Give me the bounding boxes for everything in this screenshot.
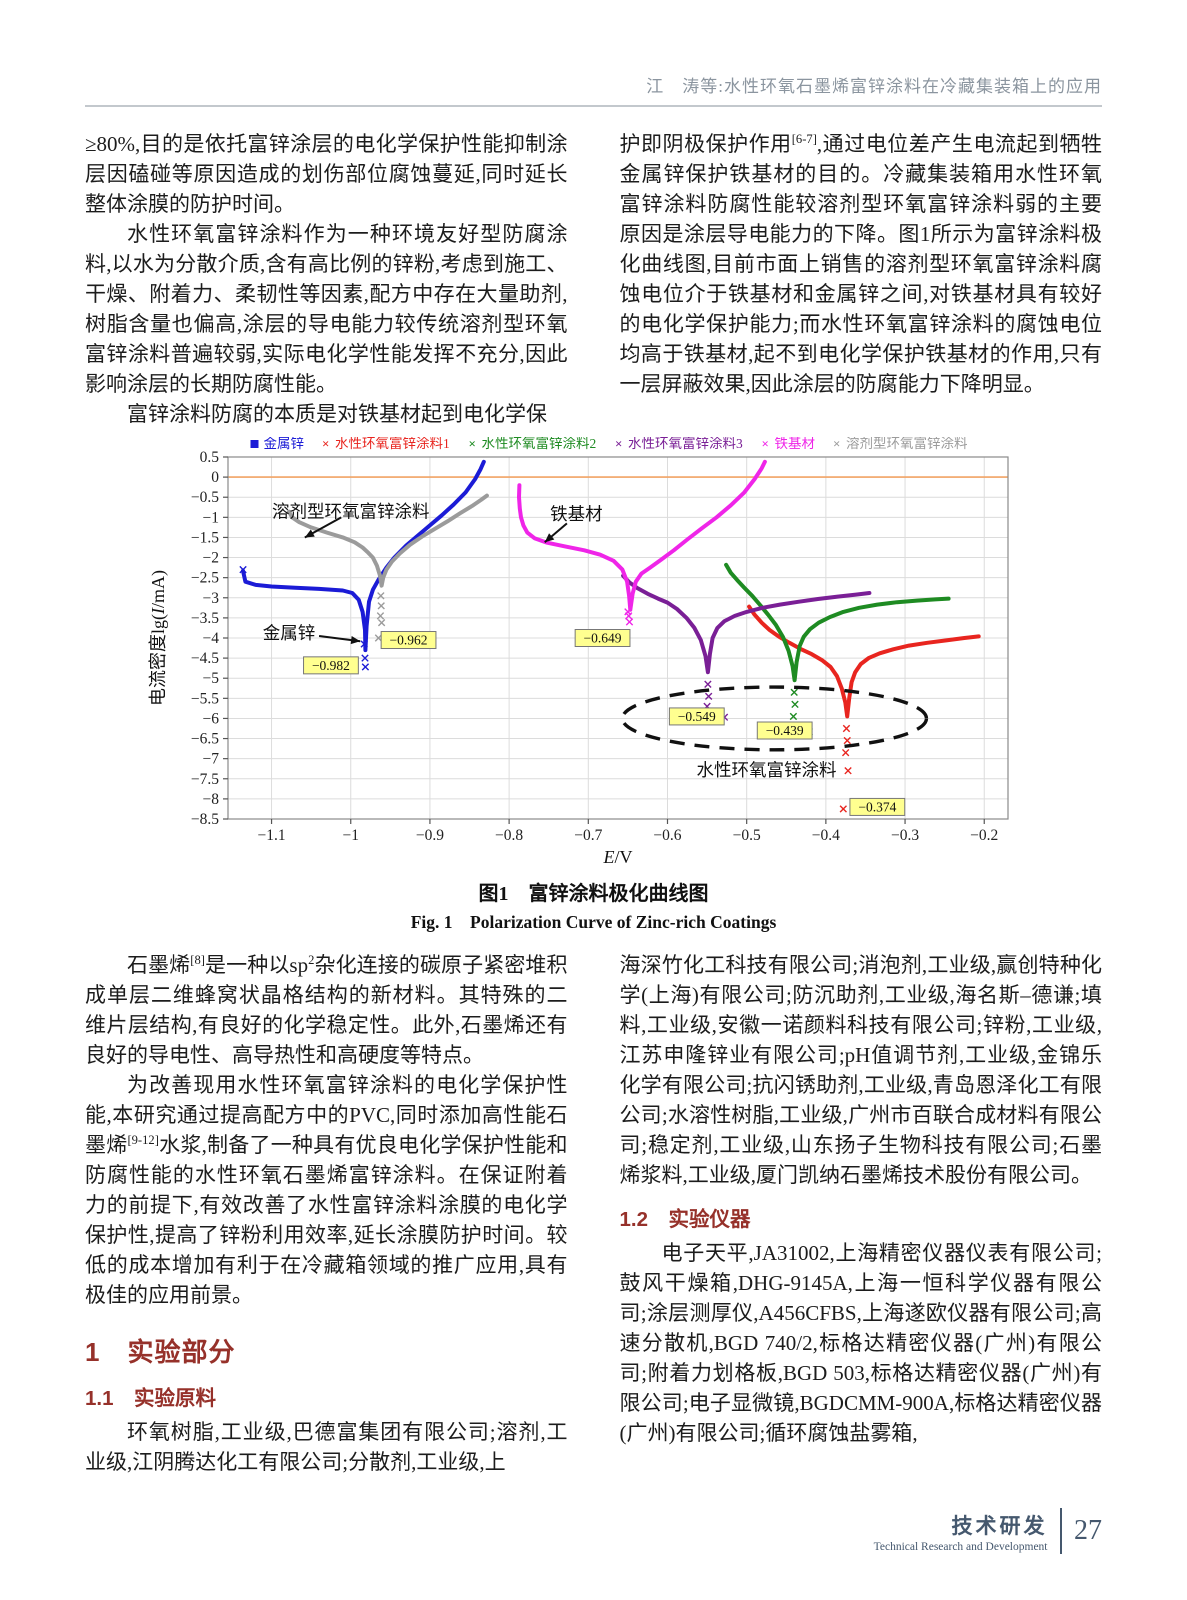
footer-divider — [1059, 1508, 1062, 1554]
svg-text:×: × — [322, 437, 329, 451]
svg-text:−0.549: −0.549 — [677, 708, 715, 723]
series-2 — [746, 604, 981, 813]
svg-text:−8.5: −8.5 — [190, 811, 218, 828]
svg-text:溶剂型环氧富锌涂料: 溶剂型环氧富锌涂料 — [846, 437, 968, 451]
svg-text:−4: −4 — [202, 630, 219, 647]
running-header: 江 涛等:水性环氧石墨烯富锌涂料在冷藏集装箱上的应用 — [85, 72, 1102, 97]
svg-text:−2.5: −2.5 — [190, 569, 218, 586]
footer-section-en: Technical Research and Development — [873, 1540, 1048, 1553]
footer-section-zh: 技术研发 — [951, 1514, 1048, 1538]
body-section: 石墨烯[8]是一种以sp2杂化连接的碳原子紧密堆积成单层二维蜂窝状晶格结构的新材… — [85, 950, 1102, 1477]
figure-caption-zh: 图1 富锌涂料极化曲线图 — [478, 882, 709, 905]
svg-text:−0.374: −0.374 — [858, 799, 896, 814]
svg-text:−7: −7 — [202, 750, 219, 767]
svg-text:−0.3: −0.3 — [890, 827, 918, 844]
paragraph: 富锌涂料防腐的本质是对铁基材起到电化学保 — [127, 401, 547, 426]
page-footer: 技术研发 Technical Research and Development … — [85, 1508, 1102, 1554]
intro-left-column: ≥80%,目的是依托富锌涂层的电化学保护性能抑制涂层因磕碰等原因造成的划伤部位腐… — [85, 129, 568, 429]
svg-text:−1: −1 — [342, 827, 359, 844]
intro-right-column: 护即阴极保护作用[6-7],通过电位差产生电流起到牺牲金属锌保护铁基材的目的。冷… — [620, 129, 1103, 429]
svg-text:−0.8: −0.8 — [495, 827, 523, 844]
svg-text:水性环氧富锌涂料1: 水性环氧富锌涂料1 — [335, 437, 450, 451]
running-title: 江 涛等:水性环氧石墨烯富锌涂料在冷藏集装箱上的应用 — [646, 77, 1102, 96]
x-axis-label: E/V — [602, 847, 632, 867]
svg-text:−0.7: −0.7 — [574, 827, 602, 844]
paragraph: 环氧树脂,工业级,巴德富集团有限公司;溶剂,工业级,江阴腾达化工有限公司;分散剂… — [85, 1419, 568, 1474]
svg-text:−2: −2 — [202, 549, 219, 566]
series-5 — [516, 459, 767, 626]
axis-ticks: −1.1 −1 −0.9 −0.8 −0.7 −0.6 −0.5 −0.4 −0.3 −0.2 0.… — [190, 449, 997, 844]
section-heading: 1 实验部分 — [85, 1336, 236, 1367]
paragraph: 海深竹化工科技有限公司;消泡剂,工业级,赢创特种化学(上海)有限公司;防沉助剂,… — [619, 952, 1103, 1187]
svg-text:−1: −1 — [202, 509, 219, 526]
paragraph: 电子天平,JA31002,上海精密仪器仪表有限公司;鼓风干燥箱,DHG-9145… — [619, 1240, 1103, 1445]
svg-text:金属锌: 金属锌 — [263, 437, 304, 451]
intro-section: ≥80%,目的是依托富锌涂层的电化学保护性能抑制涂层因磕碰等原因造成的划伤部位腐… — [85, 129, 1102, 429]
body-left-column: 石墨烯[8]是一种以sp2杂化连接的碳原子紧密堆积成单层二维蜂窝状晶格结构的新材… — [85, 950, 568, 1477]
paragraph: 护即阴极保护作用[6-7],通过电位差产生电流起到牺牲金属锌保护铁基材的目的。冷… — [619, 131, 1103, 396]
svg-text:−7.5: −7.5 — [190, 770, 218, 787]
callout-labels: −0.982 −0.962 −0.649 −0.549 −0.439 −0.374 — [302, 628, 905, 816]
svg-text:水性环氧富锌涂料: 水性环氧富锌涂料 — [696, 759, 836, 779]
subsection-heading: 1.2 实验仪器 — [619, 1207, 751, 1231]
svg-text:−0.4: −0.4 — [811, 827, 839, 844]
svg-text:−0.9: −0.9 — [415, 827, 443, 844]
body-right-column: 海深竹化工科技有限公司;消泡剂,工业级,赢创特种化学(上海)有限公司;防沉助剂,… — [620, 950, 1103, 1477]
svg-text:金属锌: 金属锌 — [262, 622, 315, 642]
svg-text:−0.5: −0.5 — [190, 489, 218, 506]
svg-text:−0.962: −0.962 — [389, 632, 427, 647]
svg-text:−0.982: −0.982 — [311, 657, 349, 672]
figure-1: −1.1 −1 −0.9 −0.8 −0.7 −0.6 −0.5 −0.4 −0.3 −0.2 0.… — [85, 437, 1102, 934]
chart-legend: 金属锌 × 水性环氧富锌涂料1 × 水性环氧富锌涂料2 × 水性环氧富锌涂料3 × 铁基材 × 溶剂… — [250, 437, 967, 451]
svg-text:−1.1: −1.1 — [257, 827, 285, 844]
svg-text:−1.5: −1.5 — [190, 529, 218, 546]
svg-text:×: × — [615, 437, 622, 451]
svg-text:溶剂型环氧富锌涂料: 溶剂型环氧富锌涂料 — [271, 501, 429, 521]
svg-text:铁基材: 铁基材 — [774, 437, 815, 451]
svg-text:×: × — [468, 437, 475, 451]
svg-text:−5.5: −5.5 — [190, 690, 218, 707]
svg-text:−6.5: −6.5 — [190, 730, 218, 747]
svg-text:−0.439: −0.439 — [765, 723, 803, 738]
svg-text:−0.5: −0.5 — [732, 827, 760, 844]
svg-text:×: × — [833, 437, 840, 451]
series-6 — [286, 493, 489, 642]
svg-text:铁基材: 铁基材 — [550, 504, 603, 524]
y-axis-label: 电流密度lg(I/mA) — [148, 569, 169, 705]
svg-text:−0.649: −0.649 — [583, 630, 621, 645]
highlight-ellipse — [620, 684, 928, 752]
svg-text:−4.5: −4.5 — [190, 650, 218, 667]
paragraph: 为改善现用水性环氧富锌涂料的电化学保护性能,本研究通过提高配方中的PVC,同时添… — [85, 1072, 568, 1307]
svg-text:−3.5: −3.5 — [190, 609, 218, 626]
page-number: 27 — [1074, 1515, 1102, 1546]
paragraph: 水性环氧富锌涂料作为一种环境友好型防腐涂料,以水为分散介质,含有高比例的锌粉,考… — [85, 221, 568, 396]
svg-text:−0.6: −0.6 — [653, 827, 681, 844]
paragraph: 石墨烯[8]是一种以sp2杂化连接的碳原子紧密堆积成单层二维蜂窝状晶格结构的新材… — [85, 952, 568, 1067]
svg-text:水性环氧富锌涂料3: 水性环氧富锌涂料3 — [628, 437, 743, 451]
svg-text:0: 0 — [211, 469, 219, 486]
svg-text:水性环氧富锌涂料2: 水性环氧富锌涂料2 — [481, 437, 596, 451]
header-rule — [85, 105, 1102, 107]
series-1 — [238, 459, 486, 671]
footer-section-labels: 技术研发 Technical Research and Development — [874, 1510, 1048, 1553]
subsection-heading: 1.1 实验原料 — [85, 1386, 216, 1410]
svg-text:−5: −5 — [202, 670, 219, 687]
svg-text:−8: −8 — [202, 790, 219, 807]
svg-text:×: × — [761, 437, 768, 451]
svg-text:−0.2: −0.2 — [970, 827, 998, 844]
svg-text:−3: −3 — [202, 589, 219, 606]
svg-text:−6: −6 — [202, 710, 219, 727]
polarization-chart: −1.1 −1 −0.9 −0.8 −0.7 −0.6 −0.5 −0.4 −0.3 −0.2 0.… — [148, 437, 1009, 867]
figure-caption-en: Fig. 1 Polarization Curve of Zinc-rich C… — [410, 911, 777, 932]
paragraph: ≥80%,目的是依托富锌涂层的电化学保护性能抑制涂层因磕碰等原因造成的划伤部位腐… — [85, 131, 568, 216]
svg-text:0.5: 0.5 — [199, 449, 219, 466]
series-3 — [723, 562, 951, 735]
